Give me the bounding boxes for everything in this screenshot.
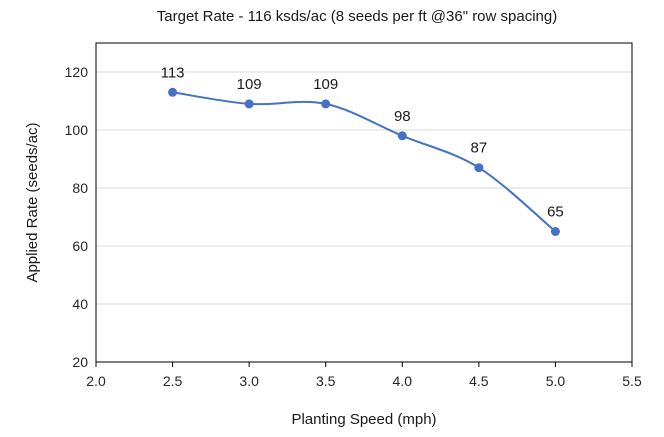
y-tick-label: 80 (72, 180, 88, 196)
y-tick-label: 120 (65, 64, 89, 80)
x-tick-label: 2.5 (163, 373, 183, 389)
data-label: 65 (547, 204, 564, 221)
x-tick-label: 4.5 (469, 373, 489, 389)
data-point (550, 227, 560, 236)
data-label: 109 (237, 76, 262, 93)
data-labels: 113 109 109 98 87 65 (161, 64, 564, 220)
x-tick-label: 5.0 (546, 373, 566, 389)
y-tick-label: 60 (72, 238, 88, 254)
x-tick-label: 3.0 (239, 373, 259, 389)
series-line (172, 91, 557, 233)
chart-title: Target Rate - 116 ksds/ac (8 seeds per f… (157, 8, 557, 25)
data-point (474, 163, 484, 173)
y-axis-title: Applied Rate (seeds/ac) (24, 122, 41, 282)
data-label: 109 (313, 76, 338, 93)
x-axis-title: Planting Speed (mph) (291, 411, 436, 428)
y-tick-label: 100 (65, 122, 89, 138)
data-label: 87 (471, 140, 488, 157)
x-tick-label: 5.5 (622, 373, 642, 389)
x-axis-ticks: 2.0 2.5 3.0 3.5 4.0 4.5 5.0 5.5 (86, 362, 642, 389)
x-tick-label: 3.5 (316, 373, 336, 389)
data-label: 98 (394, 108, 411, 125)
data-point (244, 99, 254, 109)
x-tick-label: 4.0 (393, 373, 413, 389)
y-tick-label: 40 (72, 296, 88, 312)
data-label: 113 (161, 64, 185, 81)
x-tick-label: 2.0 (86, 373, 106, 389)
data-points (168, 87, 560, 236)
plot-area (95, 42, 633, 363)
y-axis-ticks: 20 40 60 80 100 120 (65, 64, 89, 370)
data-point (397, 131, 407, 141)
data-point (168, 87, 178, 97)
data-point (321, 99, 331, 109)
y-tick-label: 20 (72, 354, 88, 370)
